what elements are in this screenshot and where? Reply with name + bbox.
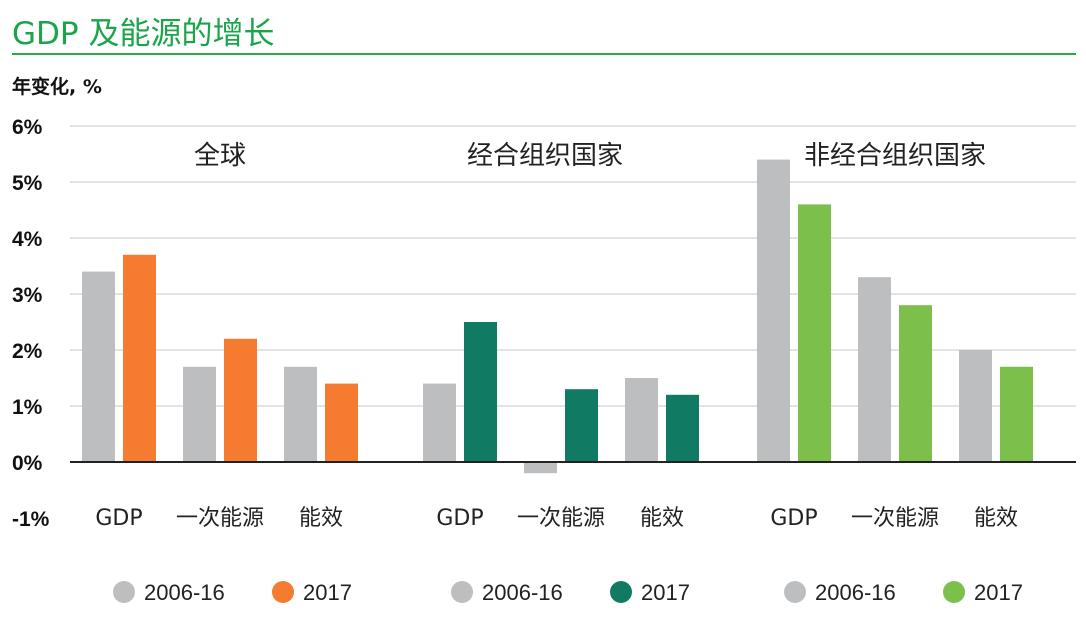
bar	[224, 338, 257, 462]
y-tick-labels: 6% 5% 4% 3% 2% 1% 0% -1%	[12, 116, 50, 531]
bar	[423, 383, 456, 462]
y-tick-label: 3%	[12, 284, 43, 307]
bar	[183, 366, 216, 462]
bar	[325, 383, 358, 462]
legend-label: 2017	[974, 580, 1023, 605]
bar	[798, 204, 831, 462]
legend-swatch	[943, 581, 965, 603]
legend-label: 2006-16	[482, 580, 563, 605]
legend-swatch	[451, 581, 473, 603]
legend-swatch	[610, 581, 632, 603]
y-tick-label: 2%	[12, 340, 43, 363]
bar	[757, 159, 790, 462]
group-label: 非经合组织国家	[804, 141, 986, 171]
bar	[123, 254, 156, 462]
category-label: 能效	[640, 506, 684, 531]
legend-swatch	[784, 581, 806, 603]
y-tick-label: 1%	[12, 396, 43, 419]
group-label: 经合组织国家	[467, 141, 623, 171]
group-label: 全球	[194, 141, 246, 171]
group-labels: 全球 经合组织国家 非经合组织国家	[194, 141, 986, 171]
legend-label: 2017	[303, 580, 352, 605]
bar	[666, 394, 699, 462]
bar	[284, 366, 317, 462]
category-label: 能效	[974, 506, 1018, 531]
category-label: GDP	[436, 506, 483, 531]
title-divider	[12, 53, 1076, 55]
bar	[959, 350, 992, 462]
legend: 2006-16 2017 2006-16 2017 2006-16 2017	[113, 580, 1023, 605]
y-tick-label: 6%	[12, 116, 43, 139]
legend-swatch	[113, 581, 135, 603]
bar	[899, 305, 932, 462]
bar	[1000, 366, 1033, 462]
y-tick-label: 4%	[12, 228, 43, 251]
category-label: GDP	[95, 506, 142, 531]
category-labels: GDP 一次能源 能效 GDP 一次能源 能效 GDP 一次能源 能效	[95, 506, 1018, 531]
legend-label: 2006-16	[815, 580, 896, 605]
y-tick-label: 5%	[12, 172, 43, 195]
bar	[625, 378, 658, 462]
y-tick-label: -1%	[12, 508, 50, 531]
category-label: 能效	[299, 506, 343, 531]
category-label: 一次能源	[517, 506, 605, 531]
category-label: 一次能源	[851, 506, 939, 531]
legend-swatch	[272, 581, 294, 603]
category-label: GDP	[770, 506, 817, 531]
y-tick-label: 0%	[12, 452, 43, 475]
category-label: 一次能源	[176, 506, 264, 531]
bar	[565, 389, 598, 462]
bar	[858, 277, 891, 462]
legend-label: 2017	[641, 580, 690, 605]
bar	[464, 322, 497, 462]
legend-label: 2006-16	[144, 580, 225, 605]
bars	[82, 159, 1033, 474]
bar	[524, 462, 557, 474]
chart-title: GDP 及能源的增长	[12, 16, 275, 52]
y-axis-label: 年变化, %	[12, 76, 102, 98]
bar	[82, 271, 115, 462]
